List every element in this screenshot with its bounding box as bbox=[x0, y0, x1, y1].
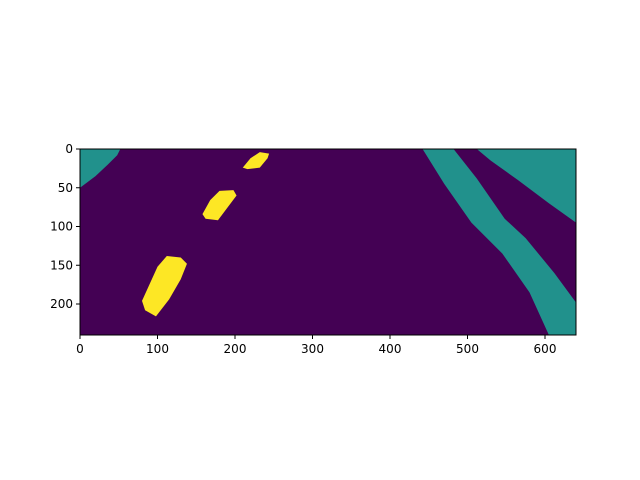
y-tick-label: 100 bbox=[50, 220, 73, 234]
y-tick-label: 50 bbox=[58, 181, 73, 195]
x-tick-label: 200 bbox=[224, 342, 247, 356]
y-axis-ticks: 0 50 100 150 200 bbox=[50, 142, 80, 311]
class-2-region bbox=[242, 152, 270, 170]
y-tick-label: 0 bbox=[65, 142, 73, 156]
class-2-region bbox=[142, 255, 187, 317]
x-tick-label: 100 bbox=[146, 342, 169, 356]
class-2-region bbox=[202, 190, 237, 221]
axes-frame bbox=[79, 148, 577, 336]
x-axis-ticks: 0 100 200 300 400 500 600 bbox=[76, 335, 556, 356]
class-1-region bbox=[476, 149, 576, 223]
x-tick-label: 600 bbox=[534, 342, 557, 356]
x-tick-label: 0 bbox=[76, 342, 84, 356]
plot-area bbox=[80, 149, 576, 335]
class-1-region bbox=[80, 149, 121, 188]
regions-layer bbox=[80, 149, 576, 335]
class-1-region bbox=[422, 149, 576, 335]
x-tick-label: 400 bbox=[379, 342, 402, 356]
x-tick-label: 300 bbox=[301, 342, 324, 356]
y-tick-label: 150 bbox=[50, 258, 73, 272]
x-tick-label: 500 bbox=[456, 342, 479, 356]
y-tick-label: 200 bbox=[50, 297, 73, 311]
